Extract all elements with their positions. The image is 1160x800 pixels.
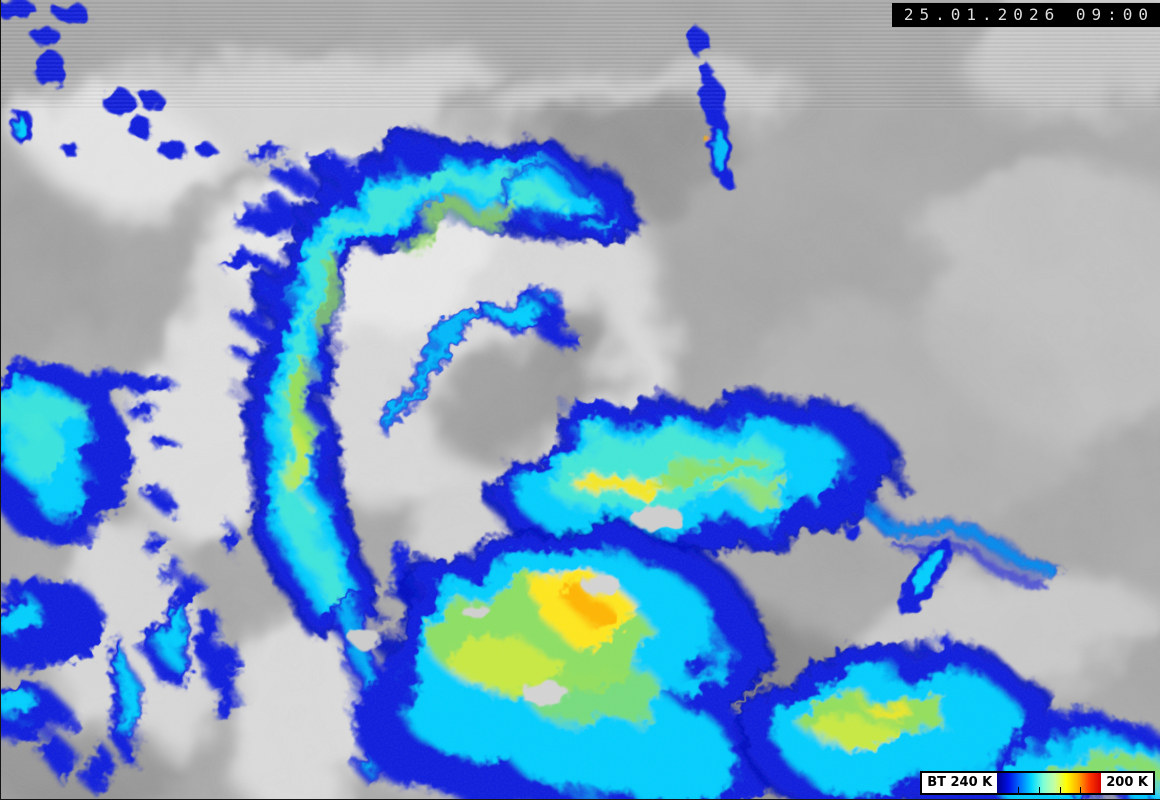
legend-bt-label: BT 240 K xyxy=(927,775,993,790)
timestamp-overlay: 25.01.2026 09:00 xyxy=(891,3,1160,27)
colorbar-tick xyxy=(1018,787,1020,793)
legend-right-label: 200 K xyxy=(1106,775,1148,790)
colorbar-tick xyxy=(1038,787,1040,793)
colorbar-gradient xyxy=(997,773,1102,793)
colorbar-tick xyxy=(1080,787,1082,793)
colorbar-legend: BT 240 K 200 K xyxy=(920,771,1155,795)
colorbar-tick xyxy=(1059,787,1061,793)
